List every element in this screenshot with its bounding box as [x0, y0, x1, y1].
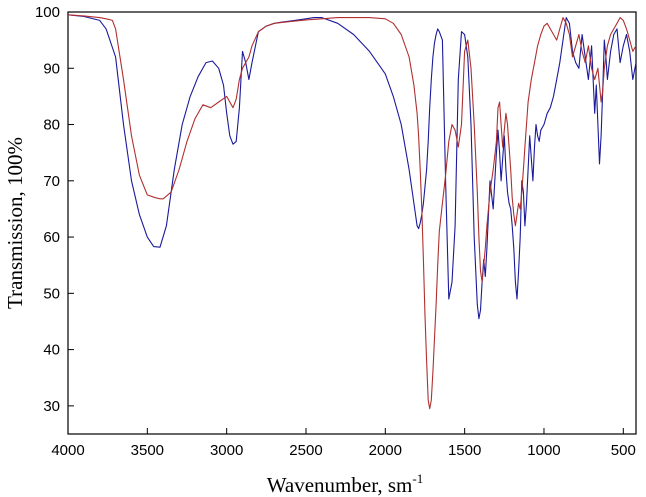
y-tick-label: 40	[43, 342, 60, 359]
series-line-1	[67, 14, 637, 320]
x-axis-title-text: Wavenumber, sm	[267, 473, 413, 497]
y-tick-label: 70	[43, 173, 60, 190]
x-axis-ticks: 4000 3500 3000 2500 2000 1500 1000 500	[51, 428, 636, 459]
y-axis-ticks: 30 40 50 60 70 80 90 100	[35, 4, 74, 415]
x-tick-label: 3000	[210, 442, 243, 459]
y-axis-title: Transmission, 100%	[3, 137, 27, 309]
series-line-2	[67, 14, 637, 410]
y-tick-label: 80	[43, 117, 60, 134]
series-layer	[67, 14, 637, 410]
x-tick-label: 3500	[131, 442, 164, 459]
x-tick-label: 1000	[527, 442, 560, 459]
x-tick-label: 4000	[51, 442, 84, 459]
plot-frame	[67, 11, 637, 435]
x-tick-label: 2500	[289, 442, 322, 459]
x-axis-title: Wavenumber, sm-1	[267, 471, 423, 497]
y-tick-label: 30	[43, 398, 60, 415]
x-tick-label: 500	[611, 442, 636, 459]
y-tick-label: 90	[43, 60, 60, 77]
y-tick-label: 50	[43, 285, 60, 302]
y-tick-label: 60	[43, 229, 60, 246]
y-tick-label: 100	[35, 4, 60, 21]
x-tick-label: 1500	[448, 442, 481, 459]
x-tick-label: 2000	[369, 442, 402, 459]
x-axis-title-superscript: -1	[412, 471, 423, 486]
